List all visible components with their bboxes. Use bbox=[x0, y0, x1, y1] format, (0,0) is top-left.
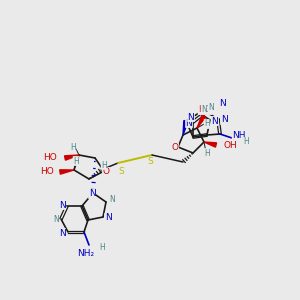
Text: N: N bbox=[186, 118, 192, 127]
Polygon shape bbox=[60, 170, 74, 174]
Text: OH: OH bbox=[223, 140, 237, 149]
Text: H: H bbox=[243, 137, 249, 146]
Polygon shape bbox=[204, 142, 217, 147]
Text: HO: HO bbox=[40, 167, 54, 176]
Text: H: H bbox=[204, 148, 210, 158]
Text: S: S bbox=[118, 167, 124, 176]
Text: O: O bbox=[103, 167, 110, 176]
Text: H: H bbox=[204, 119, 210, 128]
Text: N: N bbox=[201, 104, 207, 113]
Polygon shape bbox=[197, 115, 206, 128]
Text: O: O bbox=[172, 143, 178, 152]
Text: HO: HO bbox=[43, 154, 57, 163]
Text: NH: NH bbox=[232, 131, 246, 140]
Text: S: S bbox=[147, 158, 153, 166]
Text: N: N bbox=[188, 112, 194, 122]
Text: H: H bbox=[70, 142, 76, 152]
Text: N: N bbox=[88, 190, 95, 199]
Text: H: H bbox=[101, 160, 107, 169]
Text: N: N bbox=[220, 116, 227, 124]
Text: N: N bbox=[58, 200, 65, 209]
Text: N: N bbox=[105, 214, 111, 223]
Polygon shape bbox=[64, 155, 79, 160]
Text: N: N bbox=[58, 229, 65, 238]
Text: HO: HO bbox=[198, 106, 212, 115]
Text: H: H bbox=[73, 157, 79, 166]
Polygon shape bbox=[183, 121, 188, 135]
Text: N: N bbox=[212, 116, 218, 125]
Text: NH₂: NH₂ bbox=[77, 248, 94, 257]
Text: N: N bbox=[219, 98, 225, 107]
Text: N: N bbox=[109, 196, 115, 205]
Text: H: H bbox=[99, 242, 105, 251]
Text: N: N bbox=[53, 215, 59, 224]
Text: N: N bbox=[208, 103, 214, 112]
